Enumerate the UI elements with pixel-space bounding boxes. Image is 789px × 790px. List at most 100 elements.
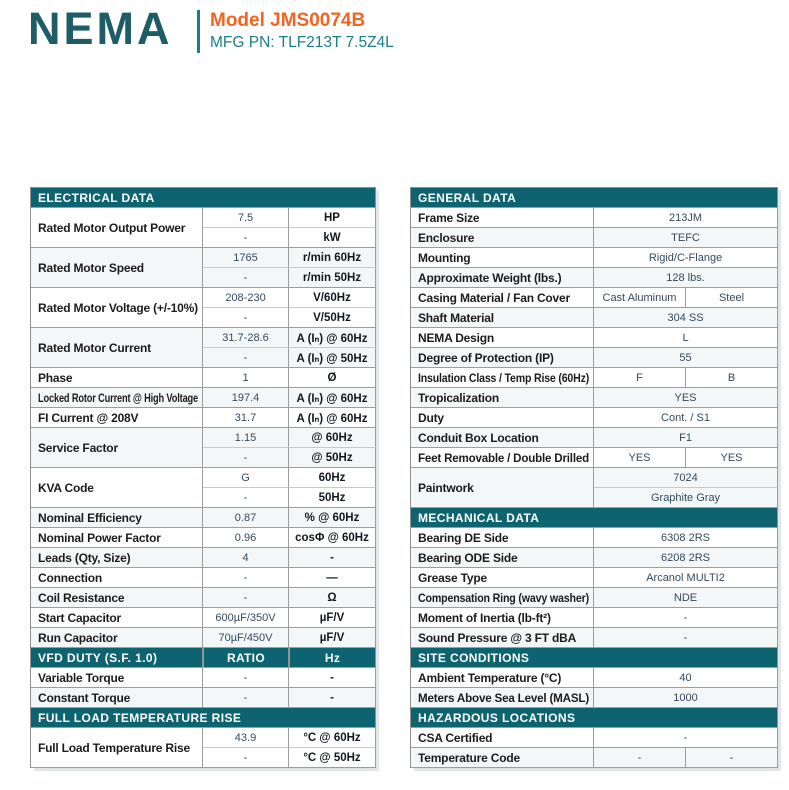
row-label: Moment of Inertia (lb-ft²) [411, 608, 594, 628]
value-cell: - [203, 308, 289, 328]
unit-cell: A (Iₙ) @ 60Hz [289, 408, 376, 428]
value-text: 197.4 [231, 391, 260, 404]
right-spec-table: GENERAL DATA Frame Size 213JM Enclosure TEFC… [410, 187, 779, 768]
general-data-table: GENERAL DATA Frame Size 213JM Enclosure TEFC… [410, 187, 779, 768]
value-cell: 55 [594, 348, 779, 368]
unit-text: Ω [327, 591, 337, 604]
spec-row-frame-size: Frame Size 213JM [411, 208, 779, 228]
value-cell: - [594, 628, 779, 648]
row-label: Rated Motor Output Power [31, 208, 203, 248]
row-label-text: Start Capacitor [38, 610, 122, 625]
spec-row-kva-code-1: - 50Hz [31, 488, 376, 508]
brand-divider [197, 10, 200, 53]
unit-cell: kW [289, 228, 376, 248]
row-label-text: Nominal Power Factor [38, 530, 161, 545]
section-header-row-site-conditions: SITE CONDITIONS [411, 648, 779, 668]
spec-row-paintwork-1: Graphite Gray [411, 488, 779, 508]
value-text: - [683, 611, 688, 624]
spec-row-bearing-ode-side: Bearing ODE Side 6208 2RS [411, 548, 779, 568]
row-label: Locked Rotor Current @ High Voltage [31, 388, 203, 408]
value-text: Graphite Gray [650, 491, 721, 504]
value-text: - [243, 311, 248, 324]
unit-cell: A (Iₙ) @ 60Hz [289, 328, 376, 348]
section-header-label: MECHANICAL DATA [418, 510, 540, 525]
model-title: Model JMS0074B [210, 10, 366, 31]
spec-row-compensation-ring-wavy-washer: Compensation Ring (wavy washer) NDE [411, 588, 779, 608]
value-cell: - [594, 748, 686, 768]
row-label-text: Service Factor [38, 440, 118, 455]
spec-row-grease-type: Grease Type Arcanol MULTI2 [411, 568, 779, 588]
unit-cell: - [289, 688, 376, 708]
value-text: G [241, 471, 250, 484]
row-label-text: Rated Motor Current [38, 340, 151, 355]
value-cell: - [203, 568, 289, 588]
value-cell: - [203, 268, 289, 288]
row-label-text: Casing Material / Fan Cover [418, 290, 570, 305]
value-text: 304 SS [667, 311, 704, 324]
value-text: 128 lbs. [666, 271, 705, 284]
unit-cell: V/50Hz [289, 308, 376, 328]
row-label: Sound Pressure @ 3 FT dBA [411, 628, 594, 648]
value-text: TEFC [671, 231, 700, 244]
row-label: KVA Code [31, 468, 203, 508]
row-label-text: Bearing DE Side [418, 530, 509, 545]
spec-row-sound-pressure-3-ft-dba: Sound Pressure @ 3 FT dBA - [411, 628, 779, 648]
row-label-text: Moment of Inertia (lb-ft²) [418, 610, 551, 625]
unit-text: Ø [327, 371, 337, 384]
row-label-text: Conduit Box Location [418, 430, 539, 445]
value-text: 70µF/450V [218, 631, 273, 644]
row-label: Ambient Temperature (°C) [411, 668, 594, 688]
unit-text: °C @ 50Hz [303, 751, 361, 764]
row-label: Full Load Temperature Rise [31, 728, 203, 768]
nema-logo: NEMA [28, 3, 173, 54]
row-label: Bearing DE Side [411, 528, 594, 548]
row-label: Tropicalization [411, 388, 594, 408]
row-label-text: Insulation Class / Temp Rise (60Hz) [418, 370, 590, 385]
value-text: - [683, 631, 688, 644]
value-cell: 208-230 [203, 288, 289, 308]
unit-text: V/60Hz [313, 291, 351, 304]
row-label-text: Connection [38, 570, 102, 585]
value-text: 40 [679, 671, 692, 684]
unit-text: — [326, 571, 338, 584]
unit-cell: µF/V [289, 608, 376, 628]
unit-cell: °C @ 60Hz [289, 728, 376, 748]
row-label: Grease Type [411, 568, 594, 588]
unit-cell: - [289, 548, 376, 568]
value-text: 6308 2RS [661, 531, 710, 544]
value-text: Rigid/C-Flange [648, 251, 723, 264]
value-text: - [243, 591, 248, 604]
unit-text: µF/V [319, 611, 345, 624]
unit-text: - [330, 691, 334, 704]
row-label-text: Run Capacitor [38, 630, 118, 645]
value-cell: 1000 [594, 688, 779, 708]
section-header-label: RATIO [227, 650, 265, 665]
value-text: F1 [679, 431, 692, 444]
unit-text: @ 50Hz [311, 451, 353, 464]
row-label-text: CSA Certified [418, 730, 493, 745]
row-label: Duty [411, 408, 594, 428]
spec-row-kva-code-0: KVA Code G 60Hz [31, 468, 376, 508]
section-header-label: FULL LOAD TEMPERATURE RISE [38, 710, 242, 725]
unit-cell: r/min 50Hz [289, 268, 376, 288]
row-label: Temperature Code [411, 748, 594, 768]
spec-row-full-load-temperature-rise-1: - °C @ 50Hz [31, 748, 376, 768]
unit-text: HP [324, 211, 340, 224]
value-text: 7.5 [237, 211, 254, 224]
section-header-site-conditions: SITE CONDITIONS [411, 648, 779, 668]
value-text: - [243, 271, 248, 284]
section-header-row-vfd-duty-s-f-1-0: VFD DUTY (S.F. 1.0) RATIO Hz [31, 648, 376, 668]
unit-text: kW [323, 231, 341, 244]
spec-row-fi-current-208v: FI Current @ 208V 31.7 A (Iₙ) @ 60Hz [31, 408, 376, 428]
unit-text: r/min 60Hz [302, 251, 362, 264]
value-cell: 197.4 [203, 388, 289, 408]
value-text: 1000 [673, 691, 698, 704]
spec-row-constant-torque: Constant Torque - - [31, 688, 376, 708]
section-header-hazardous-locations: HAZARDOUS LOCATIONS [411, 708, 779, 728]
spec-row-nema-design: NEMA Design L [411, 328, 779, 348]
row-label-text: Compensation Ring (wavy washer) [418, 590, 589, 605]
spec-row-full-load-temperature-rise-0: Full Load Temperature Rise 43.9 °C @ 60Hz [31, 728, 376, 768]
section-header-row-mechanical-data: MECHANICAL DATA [411, 508, 779, 528]
value-cell: Rigid/C-Flange [594, 248, 779, 268]
spec-row-rated-motor-output-power-1: - kW [31, 228, 376, 248]
